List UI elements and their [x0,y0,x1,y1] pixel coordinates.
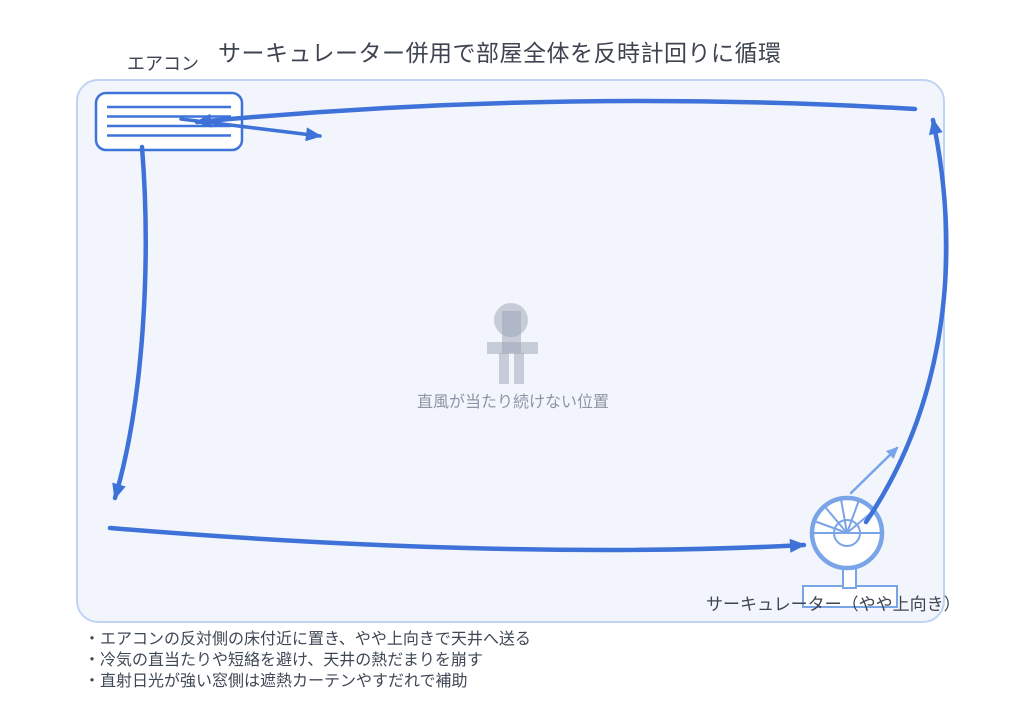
ceiling-airflow-arrow [194,98,918,128]
floor-airflow-arrow [107,525,807,553]
note-item: ・直射日光が強い窓側は遮熱カーテンやすだれで補助 [84,673,468,690]
circulator-icon [802,495,898,608]
left-wall-airflow-arrow [112,144,148,501]
diagram-title: サーキュレーター併用で部屋全体を反時計回りに循環 [218,40,782,66]
circulator-label: サーキュレーター（やや上向き） [706,595,961,614]
ac-outflow-arrow [179,117,322,142]
note-item: ・エアコンの反対側の床付近に置き、やや上向きで天井へ送る [84,631,531,648]
right-wall-airflow-arrow [863,117,949,525]
person-position-label: 直風が当たり続けない位置 [416,394,609,411]
person-icon [487,303,538,384]
notes-list: ・エアコンの反対側の床付近に置き、やや上向きで天井へ送る ・冷気の直当たりや短絡… [84,629,531,692]
circulator-updraft-arrow [849,446,899,495]
note-item: ・冷気の直当たりや短絡を避け、天井の熱だまりを崩す [84,652,483,669]
aircon-label: エアコン [127,54,199,74]
